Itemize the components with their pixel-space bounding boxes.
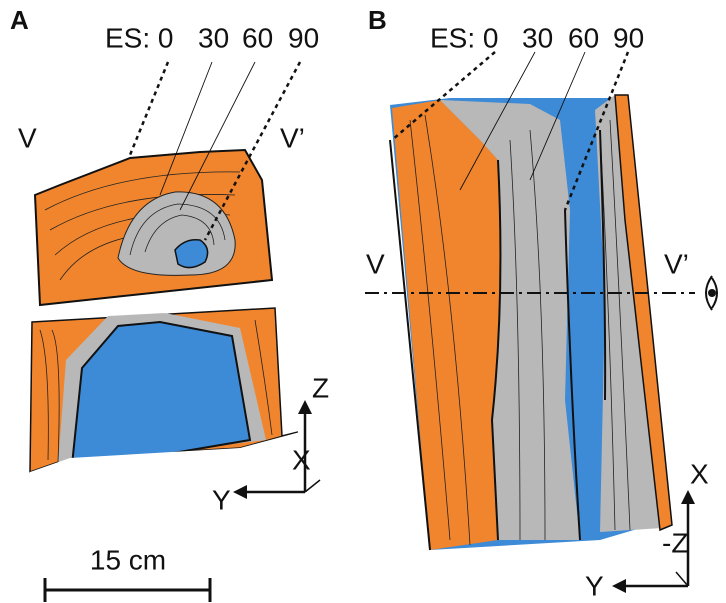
scale-label: 15 cm [90,544,166,575]
axis-label: Y [212,484,231,515]
es-value: 60 [242,22,273,53]
panel-b-drawing [365,52,717,550]
es-label: ES: 0 [105,22,173,53]
panel-label: B [368,5,387,35]
axis-label: Y [585,570,604,601]
section-label: V [366,248,385,279]
axis-label: X [292,444,311,475]
section-label: V [18,122,37,153]
axis-label: X [690,458,709,489]
es-value: 30 [198,22,229,53]
es-value: 90 [288,22,319,53]
figure: A ES: 0 30 60 90 V V’ Z X Y 15 cm B ES: … [0,0,726,603]
es-value: 30 [522,22,553,53]
es-value: 60 [568,22,599,53]
axis-label: -Z [662,527,688,558]
panel-label: A [10,5,29,35]
es-value: 90 [613,22,644,53]
axis-label: Z [312,372,329,403]
es-label: ES: 0 [430,22,498,53]
section-label: V’ [664,248,689,279]
section-label: V’ [280,122,305,153]
